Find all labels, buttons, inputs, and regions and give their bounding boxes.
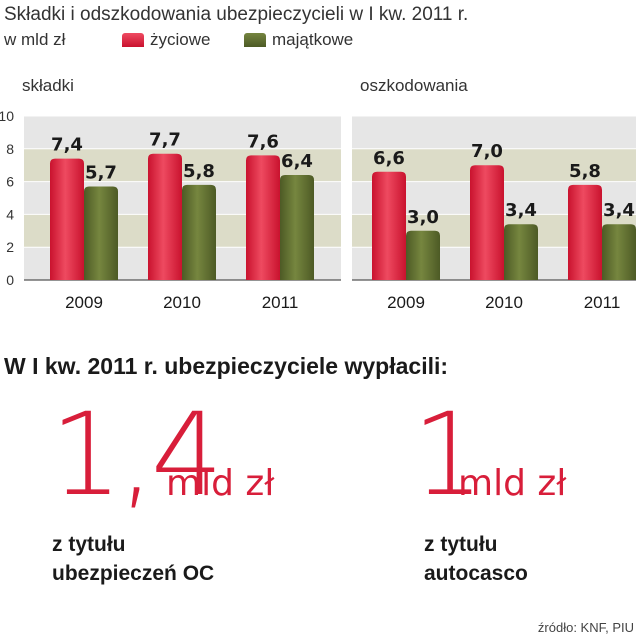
data-label: 6,6 [373,148,405,169]
panel-title: oszkodowania [360,76,468,95]
data-label: 5,8 [569,161,601,182]
data-label: 3,4 [505,200,537,221]
data-label: 7,7 [149,130,181,151]
x-tick-label: 2010 [163,293,201,312]
y-tick-label: 0 [6,272,14,288]
summary-desc-oc: z tytułu ubezpieczeń OC [52,530,214,588]
data-label: 7,0 [471,141,503,162]
summary-desc-autocasco: z tytułu autocasco [424,530,528,588]
x-tick-label: 2011 [262,293,299,312]
data-label: 3,4 [603,200,635,221]
bar-life-2011 [246,155,280,280]
legend-item-life: życiowe [122,30,210,50]
bar-property-2010 [504,224,538,280]
bar-property-2011 [280,175,314,280]
summary-value-autocasco: 1 [412,388,485,521]
bar-life-2011 [568,184,602,280]
y-tick-label: 4 [6,206,14,222]
y-tick-label: 8 [6,141,14,157]
bar-property-2011 [602,224,636,280]
summary-desc-oc-line1: z tytułu [52,533,126,556]
x-tick-label: 2009 [387,293,425,312]
bar-chart: składki02468107,45,720097,75,820107,66,4… [0,76,636,312]
bar-property-2009 [406,230,440,280]
legend-label-life: życiowe [150,30,211,49]
bar-property-2009 [84,186,118,280]
summary-desc-oc-line2: ubezpieczeń OC [52,562,215,585]
summary-desc-autocasco-line1: z tytułu [424,533,498,556]
legend-item-property: majątkowe [244,30,353,50]
y-tick-label: 2 [6,239,14,255]
data-label: 7,4 [51,135,83,156]
bar-property-2010 [182,184,216,280]
bar-life-2009 [372,171,406,280]
x-tick-label: 2010 [485,293,523,312]
bar-life-2009 [50,158,84,280]
summary-value-oc: 1,4 [50,388,223,521]
data-label: 6,4 [281,151,313,172]
x-tick-label: 2011 [584,293,621,312]
data-label: 5,7 [85,163,117,184]
chart-title: Składki i odszkodowania ubezpieczycieli … [4,4,469,25]
data-label: 5,8 [183,161,215,182]
summary-desc-autocasco-line2: autocasco [424,562,528,585]
summary-unit-oc: mld zł [166,463,275,504]
data-label: 3,0 [407,207,439,228]
summary-heading: W I kw. 2011 r. ubezpieczyciele wypłacil… [4,353,449,379]
summary-unit-autocasco: mld zł [458,463,567,504]
legend-swatch-property [244,33,266,47]
panel-title: składki [22,76,74,95]
legend-swatch-life [122,33,144,47]
legend-label-property: majątkowe [272,30,354,49]
y-tick-label: 6 [6,174,14,190]
bar-life-2010 [470,165,504,280]
bar-life-2010 [148,153,182,280]
unit-label: w mld zł [4,30,66,49]
data-label: 7,6 [247,131,279,152]
source-note: źródło: KNF, PIU [537,620,634,635]
x-tick-label: 2009 [65,293,103,312]
y-tick-label: 10 [0,108,14,124]
